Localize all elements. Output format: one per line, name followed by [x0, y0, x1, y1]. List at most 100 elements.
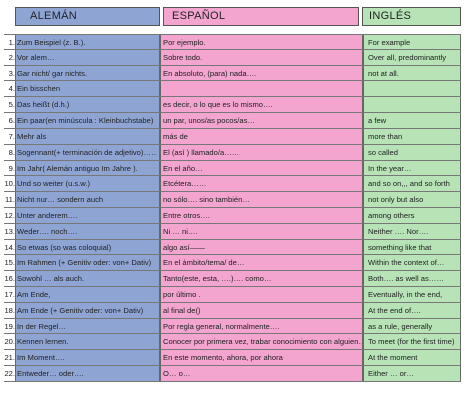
cell-espanol: es decir, o lo que es lo mismo…. [163, 100, 273, 110]
table-row: 15. Im Rahmen (+ Genitiv oder: von+ Dativ… [4, 255, 461, 272]
cell-espanol: Tanto(este, esta, ….)…. como… [163, 274, 272, 284]
cell-aleman: Gar nicht/ gar nichts. [17, 68, 88, 78]
row-number: 16. [4, 274, 15, 284]
cell-aleman: Sogennant(+ terminación de adjetivo)…… [17, 147, 157, 157]
row-number: 22. [4, 369, 15, 379]
cell-aleman: Am Ende (+ Genitiv oder: von+ Dativ) [17, 305, 144, 315]
row-number: 21. [4, 353, 15, 363]
row-number: 3. [8, 68, 15, 78]
table-row: 9. Im Jahr( Alemán antiguo Im Jahre ). En … [4, 161, 461, 177]
cell-aleman: Mehr als [17, 131, 47, 141]
cell-ingles: so called [368, 147, 398, 157]
cell-aleman: Zum Beispiel (z. B.). [17, 38, 86, 47]
row-number: 14. [4, 242, 15, 252]
row-number: 4. [8, 84, 15, 94]
cell-espanol: por último . [163, 290, 201, 299]
cell-ingles: as a rule, generally [368, 321, 433, 331]
cell-espanol: algo así—— [163, 242, 205, 252]
table-row: 11. Nicht nur… sondern auch no sólo…. sin… [4, 192, 461, 208]
table-row: 21. Im Moment…. En este momento, ahora, … [4, 350, 461, 367]
row-number: 13. [4, 226, 15, 236]
row-number: 10. [4, 179, 15, 189]
row-number: 12. [4, 210, 15, 220]
cell-ingles: Either … or… [368, 369, 414, 379]
table-row: 13. Weder…. noch…. Ni … ni…. Neither …. N… [4, 224, 461, 240]
row-number: 11. [5, 195, 15, 205]
cell-aleman: Und so weiter (u.s.w.) [17, 179, 91, 189]
table-row: 20. Kennen lernen. Conocer por primera ve… [4, 334, 461, 351]
header-aleman: ALEMÁN [15, 7, 160, 26]
cell-aleman: Ein paar(en minúscula : Kleinbuchstabe) [17, 116, 154, 126]
cell-ingles: among others [368, 210, 415, 220]
cell-espanol: Entre otros…. [163, 210, 210, 220]
header-espanol: ESPAÑOL [163, 7, 359, 26]
cell-espanol: O… o… [163, 369, 191, 379]
cell-aleman: Im Moment…. [17, 353, 65, 363]
cell-aleman: Unter anderem…. [17, 210, 78, 220]
cell-espanol: Etcétera…… [163, 179, 207, 189]
table-row: 3. Gar nicht/ gar nichts. En absoluto, (pa… [4, 66, 461, 82]
table-row: 22. Entweder… oder…. O… o… Either … or… [4, 366, 461, 382]
table-row: 5. Das heißt (d.h.) es decir, o lo que es … [4, 97, 461, 114]
row-number: 15. [4, 258, 15, 268]
table-row: 18. Am Ende (+ Genitiv oder: von+ Dativ) … [4, 303, 461, 319]
cell-espanol: Conocer por primera vez, trabar conocimi… [163, 337, 362, 347]
cell-espanol: Por ejemplo. [163, 38, 206, 47]
row-number: 7. [8, 131, 15, 141]
table-row: 8. Sogennant(+ terminación de adjetivo)……… [4, 145, 461, 161]
cell-ingles: In the year… [368, 163, 412, 173]
cell-ingles: Over all, predominantly [368, 52, 447, 62]
cell-ingles: not only but also [368, 195, 424, 205]
table-row: 17. Am Ende, por último . Eventually, in th… [4, 287, 461, 303]
cell-espanol: En absoluto, (para) nada…. [163, 68, 257, 78]
cell-ingles: something like that [368, 242, 432, 252]
cell-espanol: más de [163, 131, 188, 141]
cell-aleman: Entweder… oder…. [17, 369, 84, 379]
cell-ingles: For example [368, 38, 411, 47]
cell-aleman: In der Regel… [17, 321, 66, 331]
cell-espanol: El (así ) llamado/a…… [163, 147, 240, 157]
table-row: 1. Zum Beispiel (z. B.). Por ejemplo. For e… [4, 34, 461, 50]
table-row: 6. Ein paar(en minúscula : Kleinbuchstabe… [4, 113, 461, 129]
cell-aleman: So etwas (so was coloquial) [17, 242, 112, 252]
table-row: 7. Mehr als más de more than [4, 129, 461, 145]
cell-espanol: no sólo…. sino también… [163, 195, 250, 205]
vocabulary-table: 1. Zum Beispiel (z. B.). Por ejemplo. For e… [4, 34, 461, 382]
table-row: 14. So etwas (so was coloquial) algo así—… [4, 240, 461, 256]
table-row: 4. Ein bisschen [4, 81, 461, 98]
cell-espanol: Ni … ni…. [163, 226, 198, 236]
cell-aleman: Nicht nur… sondern auch [17, 195, 104, 205]
cell-espanol: Sobre todo. [163, 52, 203, 62]
row-number: 6. [8, 116, 15, 126]
cell-aleman: Das heißt (d.h.) [17, 100, 70, 110]
row-number: 19. [4, 321, 15, 331]
cell-ingles: more than [368, 131, 403, 141]
row-number: 1. [8, 38, 15, 47]
cell-espanol: Por regla general, normalmente…. [163, 321, 280, 331]
cell-espanol: En este momento, ahora, por ahora [163, 353, 283, 363]
cell-aleman: Im Rahmen (+ Genitiv oder: von+ Dativ) [17, 258, 152, 268]
cell-ingles: Neither …. Nor…. [368, 226, 429, 236]
column-ingles-bg [363, 34, 461, 382]
cell-espanol: En el año… [163, 163, 203, 173]
row-number: 8. [8, 147, 15, 157]
row-number: 20. [4, 337, 15, 347]
table-row: 19. In der Regel… Por regla general, norm… [4, 319, 461, 335]
cell-ingles: At the moment [368, 353, 418, 363]
cell-aleman: Vor alem… [17, 52, 55, 62]
row-number: 17. [4, 290, 15, 299]
column-espanol-bg [160, 34, 363, 382]
header-ingles: INGLÉS [362, 7, 461, 26]
cell-ingles: and so on,,, and so forth [368, 179, 450, 189]
table-row: 2. Vor alem… Sobre todo. Over all, predomi… [4, 50, 461, 66]
table-row: 10. Und so weiter (u.s.w.) Etcétera…… and … [4, 176, 461, 193]
row-number: 5. [8, 100, 15, 110]
column-aleman-bg [15, 34, 160, 382]
cell-ingles: a few [368, 116, 387, 126]
cell-ingles: To meet (for the first time) [368, 337, 455, 347]
cell-aleman: Kennen lernen. [17, 337, 69, 347]
cell-aleman: Im Jahr( Alemán antiguo Im Jahre ). [17, 163, 138, 173]
cell-aleman: Ein bisschen [17, 84, 61, 94]
cell-aleman: Am Ende, [17, 290, 51, 299]
cell-espanol: En el ámbito/tema/ de… [163, 258, 245, 268]
